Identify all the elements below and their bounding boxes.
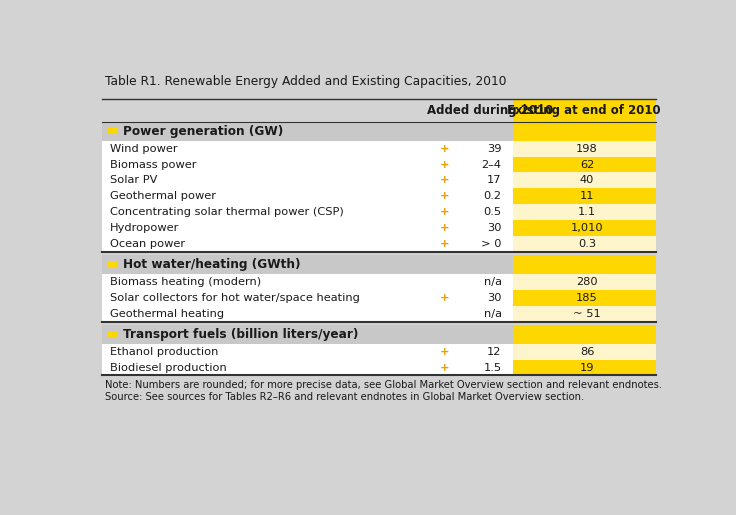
Text: +: +: [439, 363, 449, 372]
Bar: [102, 306, 513, 321]
Bar: [513, 188, 656, 204]
Text: Power generation (GW): Power generation (GW): [123, 125, 283, 138]
Bar: [102, 173, 513, 188]
Bar: [513, 157, 656, 173]
Text: 2–4: 2–4: [481, 160, 501, 169]
Text: 86: 86: [580, 347, 594, 357]
Bar: [102, 321, 656, 325]
Bar: [108, 261, 117, 268]
Bar: [513, 255, 656, 274]
Text: 1,010: 1,010: [571, 223, 604, 233]
Bar: [513, 122, 656, 141]
Text: Note: Numbers are rounded; for more precise data, see Global Market Overview sec: Note: Numbers are rounded; for more prec…: [105, 380, 662, 390]
Text: Wind power: Wind power: [110, 144, 178, 153]
Text: Ocean power: Ocean power: [110, 239, 185, 249]
Text: 0.2: 0.2: [484, 191, 501, 201]
Text: Biomass power: Biomass power: [110, 160, 197, 169]
Bar: [513, 290, 656, 306]
Bar: [102, 99, 656, 122]
Bar: [513, 220, 656, 236]
Text: > 0: > 0: [481, 239, 501, 249]
Bar: [513, 236, 656, 252]
Text: 280: 280: [576, 277, 598, 287]
Bar: [102, 188, 513, 204]
Bar: [102, 290, 513, 306]
Bar: [513, 306, 656, 321]
Bar: [102, 252, 656, 255]
Text: Solar collectors for hot water/space heating: Solar collectors for hot water/space hea…: [110, 293, 360, 303]
Text: +: +: [439, 191, 449, 201]
Bar: [513, 325, 656, 344]
Bar: [102, 236, 513, 252]
Text: +: +: [439, 347, 449, 357]
Text: Transport fuels (billion liters/year): Transport fuels (billion liters/year): [123, 328, 358, 341]
Bar: [102, 255, 513, 274]
Text: 39: 39: [487, 144, 501, 153]
Text: +: +: [439, 176, 449, 185]
Text: n/a: n/a: [484, 277, 501, 287]
Bar: [102, 141, 513, 157]
Text: +: +: [439, 160, 449, 169]
Text: n/a: n/a: [484, 308, 501, 319]
Text: 17: 17: [487, 176, 501, 185]
Text: +: +: [439, 207, 449, 217]
Bar: [108, 128, 117, 134]
Text: Biomass heating (modern): Biomass heating (modern): [110, 277, 261, 287]
Bar: [102, 157, 513, 173]
Text: ~ 51: ~ 51: [573, 308, 601, 319]
Text: Ethanol production: Ethanol production: [110, 347, 219, 357]
Text: 19: 19: [580, 363, 595, 372]
Bar: [102, 344, 513, 359]
Text: 30: 30: [487, 293, 501, 303]
Bar: [102, 122, 513, 141]
Bar: [513, 204, 656, 220]
Text: 1.1: 1.1: [578, 207, 596, 217]
Text: Geothermal power: Geothermal power: [110, 191, 216, 201]
Bar: [513, 141, 656, 157]
Bar: [513, 173, 656, 188]
Text: 0.5: 0.5: [484, 207, 501, 217]
Bar: [102, 220, 513, 236]
Text: Added during 2010: Added during 2010: [427, 104, 553, 117]
Text: +: +: [439, 223, 449, 233]
Bar: [102, 359, 513, 375]
Bar: [102, 325, 513, 344]
Text: +: +: [439, 239, 449, 249]
Text: +: +: [439, 144, 449, 153]
Bar: [108, 331, 117, 337]
Text: Existing at end of 2010: Existing at end of 2010: [507, 104, 661, 117]
Text: 12: 12: [487, 347, 501, 357]
Bar: [513, 359, 656, 375]
Bar: [513, 274, 656, 290]
Bar: [513, 99, 656, 122]
Text: Table R1. Renewable Energy Added and Existing Capacities, 2010: Table R1. Renewable Energy Added and Exi…: [105, 75, 506, 88]
Bar: [513, 344, 656, 359]
Text: Biodiesel production: Biodiesel production: [110, 363, 227, 372]
Bar: [102, 274, 513, 290]
Text: 11: 11: [580, 191, 595, 201]
Text: 30: 30: [487, 223, 501, 233]
Text: Geothermal heating: Geothermal heating: [110, 308, 224, 319]
Text: 1.5: 1.5: [484, 363, 501, 372]
Text: 40: 40: [580, 176, 594, 185]
Text: Concentrating solar thermal power (CSP): Concentrating solar thermal power (CSP): [110, 207, 344, 217]
Text: 62: 62: [580, 160, 594, 169]
Text: Source: See sources for Tables R2–R6 and relevant endnotes in Global Market Over: Source: See sources for Tables R2–R6 and…: [105, 392, 584, 402]
Text: +: +: [439, 293, 449, 303]
Text: Solar PV: Solar PV: [110, 176, 158, 185]
Text: Hot water/heating (GWth): Hot water/heating (GWth): [123, 258, 300, 271]
Text: Hydropower: Hydropower: [110, 223, 180, 233]
Text: 0.3: 0.3: [578, 239, 596, 249]
Text: 198: 198: [576, 144, 598, 153]
Text: 185: 185: [576, 293, 598, 303]
Bar: [102, 204, 513, 220]
